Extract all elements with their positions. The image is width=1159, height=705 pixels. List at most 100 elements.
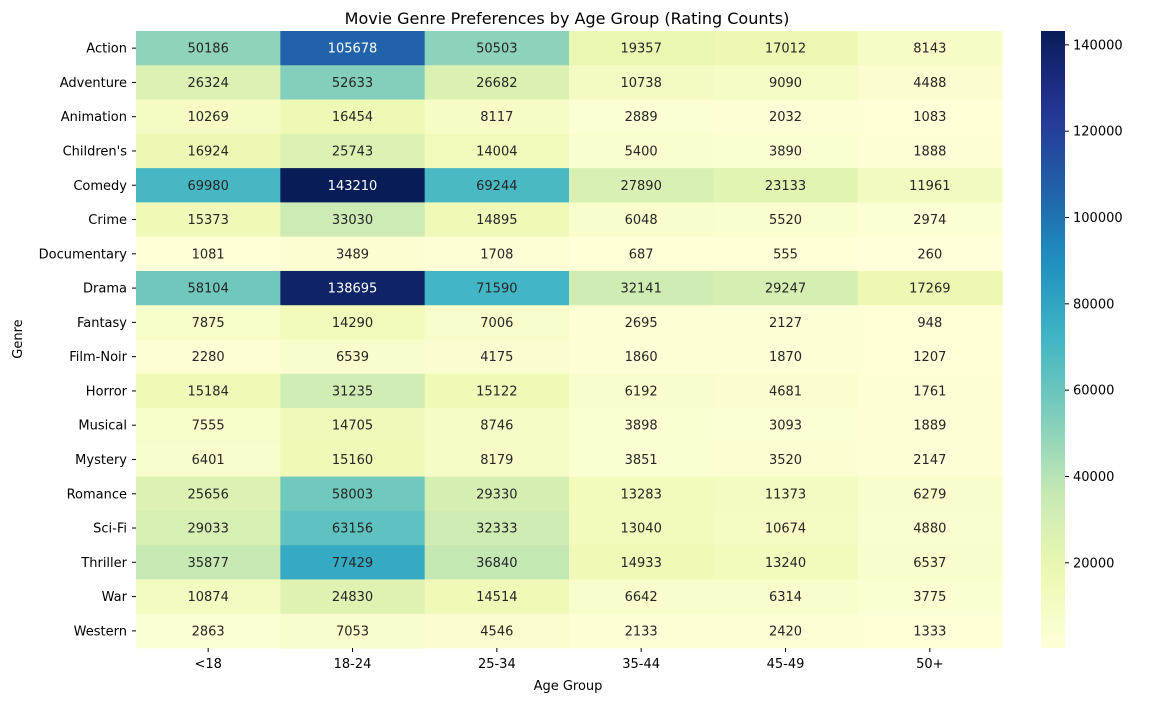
cell-value-label: 71590 (476, 282, 517, 297)
heatmap-cell (136, 579, 281, 615)
cell-value-label: 5400 (625, 144, 658, 159)
x-tick-label: 25-34 (478, 657, 516, 672)
heatmap-cell (857, 373, 1003, 409)
cell-value-label: 8117 (480, 110, 513, 125)
heatmap-cell (569, 31, 714, 66)
heatmap-cell (280, 99, 426, 135)
heatmap-cell (136, 305, 281, 340)
cell-value-label: 6539 (336, 350, 369, 365)
cell-value-label: 3851 (625, 453, 658, 468)
cell-value-label: 7555 (192, 419, 225, 434)
cell-value-label: 1708 (480, 247, 513, 262)
cell-value-label: 50503 (476, 42, 517, 57)
heatmap-cell (569, 65, 714, 101)
heatmap-cell (857, 305, 1003, 340)
heatmap-cell (713, 65, 859, 101)
heatmap-cell (424, 579, 570, 615)
colorbar-tick-label: 20000 (1073, 556, 1114, 571)
cell-value-label: 1761 (913, 384, 946, 399)
cell-value-label: 2974 (913, 213, 946, 228)
heatmap-cell (280, 168, 426, 203)
cell-value-label: 6279 (913, 487, 946, 502)
heatmap-cell (857, 133, 1003, 169)
colorbar-tick-label: 120000 (1073, 125, 1123, 140)
cell-value-label: 27890 (620, 179, 661, 194)
cell-value-label: 1870 (769, 350, 802, 365)
heatmap-cell (569, 236, 714, 272)
cell-value-label: 2863 (192, 624, 225, 639)
y-tick-label: Musical (78, 419, 127, 434)
y-tick-label: Western (74, 624, 127, 639)
heatmap-cell (136, 442, 281, 478)
cell-value-label: 14895 (476, 213, 517, 228)
cell-value-label: 50186 (187, 42, 228, 57)
cell-value-label: 2420 (769, 624, 802, 639)
heatmap-cell (136, 236, 281, 272)
cell-value-label: 63156 (332, 522, 373, 537)
heatmap-cell (424, 476, 570, 512)
heatmap-cell (857, 236, 1003, 272)
heatmap-cell (857, 476, 1003, 512)
cell-value-label: 6192 (625, 384, 658, 399)
cell-value-label: 9090 (769, 76, 802, 91)
heatmap-cell (424, 168, 570, 203)
heatmap-cell (136, 270, 281, 306)
y-tick-label: Thriller (80, 556, 127, 571)
cell-value-label: 23133 (765, 179, 806, 194)
heatmap-cell (136, 168, 281, 203)
heatmap-cell (713, 510, 859, 546)
cell-value-label: 2127 (769, 316, 802, 331)
heatmap-cell (280, 373, 426, 409)
heatmap-cell (569, 305, 714, 340)
y-tick-label: Drama (83, 282, 127, 297)
y-tick-label: Children's (63, 144, 128, 159)
heatmap-cell (857, 579, 1003, 615)
heatmap-cell (280, 408, 426, 443)
cell-value-label: 1860 (625, 350, 658, 365)
cell-value-label: 1889 (913, 419, 946, 434)
y-tick-label: Sci-Fi (93, 522, 127, 537)
heatmap-cell (569, 168, 714, 203)
heatmap-cell (424, 373, 570, 409)
heatmap-cell (569, 133, 714, 169)
x-tick-label: 45-49 (767, 657, 805, 672)
cell-value-label: 555 (773, 247, 798, 262)
cell-value-label: 36840 (476, 556, 517, 571)
cell-value-label: 4488 (913, 76, 946, 91)
heatmap-cell (713, 476, 859, 512)
heatmap-cell (136, 99, 281, 135)
heatmap-cell (857, 339, 1003, 375)
heatmap-cell (424, 613, 570, 649)
heatmap-cell (280, 31, 426, 66)
cell-value-label: 4681 (769, 384, 802, 399)
cell-value-label: 31235 (332, 384, 373, 399)
cell-value-label: 7875 (192, 316, 225, 331)
heatmap-cell (136, 613, 281, 649)
cell-value-label: 69244 (476, 179, 517, 194)
heatmap-cell (713, 305, 859, 340)
heatmap-cell (713, 579, 859, 615)
colorbar-tick-label: 40000 (1073, 470, 1114, 485)
colorbar-tick-label: 100000 (1073, 211, 1123, 226)
heatmap-cell (569, 408, 714, 443)
y-tick-label: Fantasy (77, 316, 127, 331)
heatmap-cell (424, 133, 570, 169)
heatmap-cell (136, 545, 281, 580)
heatmap-cell (569, 510, 714, 546)
heatmap-cell (713, 31, 859, 66)
heatmap-cell (857, 270, 1003, 306)
cell-value-label: 16924 (187, 144, 228, 159)
heatmap-cell (857, 442, 1003, 478)
x-axis-label: Age Group (534, 679, 603, 694)
x-tick-label: 18-24 (334, 657, 372, 672)
heatmap-cell (857, 31, 1003, 66)
y-tick-label: Horror (86, 384, 128, 399)
heatmap-cell (713, 270, 859, 306)
cell-value-label: 3520 (769, 453, 802, 468)
heatmap-cell (713, 373, 859, 409)
cell-value-label: 4546 (480, 624, 513, 639)
y-axis-label: Genre (11, 319, 26, 358)
cell-value-label: 4880 (913, 522, 946, 537)
